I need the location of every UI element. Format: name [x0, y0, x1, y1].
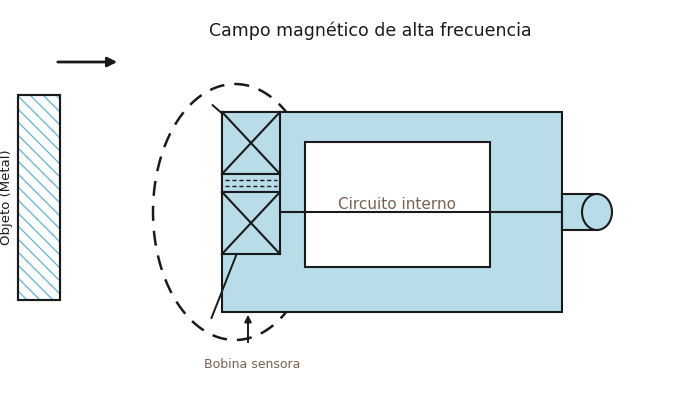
Bar: [222, 192, 280, 254]
Text: Circuito interno: Circuito interno: [339, 197, 456, 212]
Ellipse shape: [582, 194, 612, 230]
Bar: [222, 112, 280, 174]
Text: Objeto (Metal): Objeto (Metal): [1, 149, 14, 245]
Bar: [18, 95, 60, 300]
Bar: [222, 174, 280, 192]
Bar: [562, 194, 597, 230]
Text: Campo magnético de alta frecuencia: Campo magnético de alta frecuencia: [209, 22, 531, 40]
Bar: [222, 112, 562, 312]
Bar: [305, 142, 490, 267]
Text: Bobina sensora: Bobina sensora: [204, 358, 300, 371]
Bar: [18, 95, 60, 300]
